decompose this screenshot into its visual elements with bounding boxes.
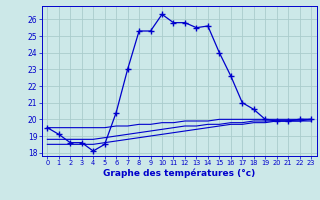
- X-axis label: Graphe des températures (°c): Graphe des températures (°c): [103, 169, 255, 178]
